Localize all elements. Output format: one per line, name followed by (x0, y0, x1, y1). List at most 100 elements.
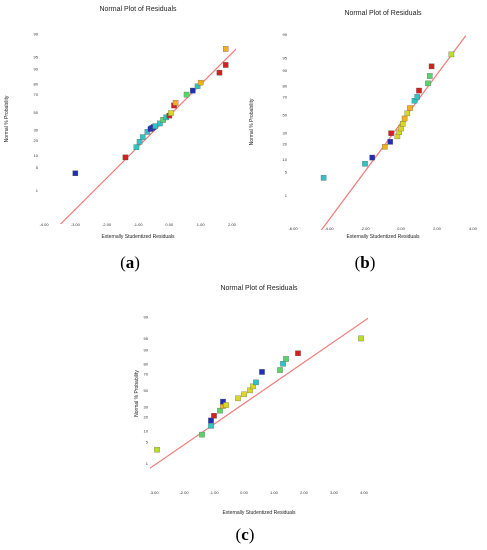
residual-point (157, 120, 163, 127)
y-axis-label-c: Normal % Probability (134, 370, 140, 417)
residual-point (388, 130, 394, 136)
caption-c: (c) (235, 525, 255, 544)
y-tick-label: 80 (283, 83, 288, 88)
residual-point (387, 139, 393, 145)
residual-point (448, 51, 455, 58)
y-tick-label: 90 (283, 68, 288, 73)
x-tick-label: 1.00 (197, 222, 206, 227)
residual-point (133, 144, 140, 150)
y-tick-label: 90 (34, 67, 39, 72)
residual-point (416, 87, 422, 94)
y-tick-label: 99 (144, 314, 149, 319)
y-tick-label: 5 (146, 440, 149, 445)
residual-point (223, 402, 229, 408)
residual-point (216, 69, 223, 76)
y-axis-label-a: Normal % Probability (4, 95, 10, 142)
x-tick-label: 3.00 (330, 490, 339, 495)
y-tick-label: 50 (144, 388, 149, 393)
y-tick-label: 70 (34, 92, 39, 97)
residual-point (152, 123, 158, 129)
x-tick-label: 2.00 (228, 222, 237, 227)
y-axis-label-b: Normal % Probability (249, 98, 255, 145)
y-tick-label: 5 (285, 170, 288, 175)
y-tick-label: 10 (283, 157, 288, 162)
y-tick-label: 95 (144, 336, 149, 341)
chart-panel-c: Normal Plot of Residuals Externally Stude… (130, 280, 380, 522)
x-tick-label: 0.00 (397, 226, 406, 231)
y-tick-label: 5 (36, 165, 39, 170)
residual-point (222, 46, 229, 52)
y-tick-label: 1 (285, 193, 288, 198)
residual-point (369, 154, 375, 161)
y-tick-label: 10 (144, 428, 149, 433)
residual-point (400, 121, 406, 127)
residual-point (428, 63, 435, 70)
residual-point (122, 154, 129, 161)
residual-point (253, 379, 259, 386)
residual-point (199, 431, 205, 438)
y-tick-label: 90 (144, 347, 149, 352)
y-tick-label: 30 (283, 131, 288, 136)
residual-point (259, 369, 265, 375)
y-tick-label: 95 (34, 54, 39, 59)
residual-point (168, 110, 174, 116)
x-tick-label: -3.00 (149, 490, 159, 495)
caption-b: (b) (354, 253, 376, 272)
residual-point (407, 105, 413, 111)
y-tick-label: 20 (144, 414, 149, 419)
y-tick-label: 99 (34, 31, 39, 36)
residual-point (241, 391, 247, 398)
y-tick-label: 20 (34, 138, 39, 143)
x-tick-label: 2.00 (300, 490, 309, 495)
residual-point (144, 129, 151, 135)
chart-title-b: Normal Plot of Residuals (344, 10, 422, 17)
residual-point (220, 398, 226, 405)
residual-point (217, 407, 223, 414)
x-tick-label: -3.00 (71, 222, 81, 227)
x-tick-label: -2.00 (102, 222, 112, 227)
normal-plot-c: Normal Plot of Residuals Externally Stude… (134, 285, 369, 516)
residual-point (401, 115, 408, 122)
y-tick-label: 99 (283, 32, 288, 37)
x-tick-label: -4.00 (324, 226, 334, 231)
y-tick-label: 70 (283, 94, 288, 99)
residual-point (154, 446, 160, 453)
residual-point (194, 83, 201, 90)
y-tick-label: 50 (283, 113, 288, 118)
x-tick-label: -2.00 (360, 226, 370, 231)
residual-point (320, 175, 327, 181)
residual-point (139, 134, 146, 140)
normal-plot-a: Normal Plot of Residuals Externally Stude… (4, 6, 237, 240)
chart-title-a: Normal Plot of Residuals (99, 6, 177, 13)
normal-plot-b: Normal Plot of Residuals Externally Stude… (249, 10, 478, 240)
y-tick-label: 1 (36, 188, 39, 193)
x-tick-label: 2.00 (433, 226, 442, 231)
residual-point (136, 139, 143, 145)
y-tick-label: 1 (146, 461, 149, 466)
y-tick-label: 70 (144, 371, 149, 376)
y-tick-label: 95 (283, 56, 288, 61)
residual-point (250, 383, 256, 390)
residual-point (414, 94, 420, 100)
residual-point (190, 87, 196, 94)
residual-point (172, 100, 179, 106)
fit-line-a (59, 48, 236, 224)
x-tick-label: -6.00 (288, 226, 298, 231)
x-axis-label-b: Externally Studentized Residuals (346, 234, 420, 240)
residual-point (72, 170, 79, 177)
residual-point (208, 417, 214, 424)
fit-line-c (150, 317, 368, 469)
residual-point (382, 144, 388, 150)
x-axis-label-a: Externally Studentized Residuals (101, 234, 175, 240)
residual-point (222, 62, 229, 68)
x-tick-label: 0.00 (165, 222, 174, 227)
residual-point (280, 361, 286, 367)
chart-panel-a: Normal Plot of Residuals Externally Stude… (0, 0, 245, 250)
residual-point (235, 395, 241, 402)
y-tick-label: 10 (34, 153, 39, 158)
residual-point (362, 161, 368, 167)
x-tick-label: -2.00 (179, 490, 189, 495)
residual-point (211, 413, 217, 419)
residual-point (404, 110, 411, 117)
residual-point (247, 387, 253, 394)
